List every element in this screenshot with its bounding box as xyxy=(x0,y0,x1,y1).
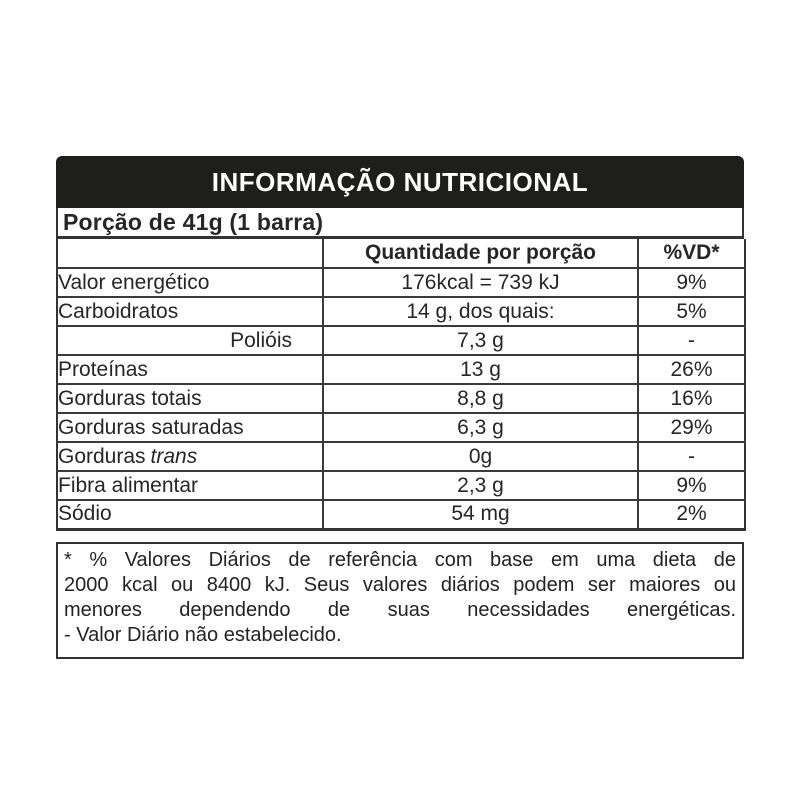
nutrient-name: Valor energético xyxy=(57,268,323,298)
serving-size-row: Porção de 41g (1 barra) xyxy=(56,208,744,239)
nutrient-amount: 176kcal = 739 kJ xyxy=(322,268,639,298)
table-header-row: Quantidade por porção %VD* xyxy=(57,239,745,269)
serving-size-text: Porção de 41g (1 barra) xyxy=(63,208,324,235)
table-row: Carboidratos 14 g, dos quais: 5% xyxy=(57,297,745,327)
nutrient-name: Carboidratos xyxy=(57,297,323,327)
nutrient-amount: 13 g xyxy=(322,355,639,385)
nutrient-dv: - xyxy=(638,326,745,356)
col-header-dv: %VD* xyxy=(638,239,745,269)
nutrient-name: Sódio xyxy=(58,502,112,526)
nutrient-dv: 16% xyxy=(638,384,745,414)
table-row: Fibra alimentar 2,3 g 9% xyxy=(57,471,745,501)
nutrient-name: Polióis xyxy=(57,326,323,356)
nutrient-name: Fibra alimentar xyxy=(57,471,323,501)
nutrient-amount: 0g xyxy=(322,442,639,472)
col-header-blank xyxy=(57,239,323,269)
table-row: Sódio 54 mg 2% xyxy=(57,500,745,529)
nutrient-amount: 2,3 g xyxy=(322,471,639,501)
nutrient-amount: 8,8 g xyxy=(322,384,639,414)
nutrient-dv: 5% xyxy=(638,297,745,327)
nutrient-name-italic: trans xyxy=(150,444,198,468)
table-row: Gorduras saturadas 6,3 g 29% xyxy=(57,413,745,443)
footnote-box: * % Valores Diários de referência com ba… xyxy=(56,541,744,659)
nutrition-label: INFORMAÇÃO NUTRICIONAL Porção de 41g (1 … xyxy=(56,156,746,659)
footnote-line: * % Valores Diários de referência com ba… xyxy=(64,548,736,571)
table-row: Valor energético 176kcal = 739 kJ 9% xyxy=(57,268,745,298)
nutrient-name-text: Gorduras xyxy=(58,444,146,468)
nutrient-amount: 14 g, dos quais: xyxy=(322,297,639,327)
nutrient-dv: 2% xyxy=(676,502,707,526)
nutrient-amount: 54 mg xyxy=(322,500,639,529)
table-row: Polióis 7,3 g - xyxy=(57,326,745,356)
nutrition-table: Quantidade por porção %VD* Valor energét… xyxy=(56,239,746,531)
footnote-line: 2000 kcal ou 8400 kJ. Seus valores diári… xyxy=(64,573,736,596)
nutrient-amount: 6,3 g xyxy=(322,413,639,443)
nutrient-name: Gorduras trans xyxy=(57,442,323,472)
table-row: Proteínas 13 g 26% xyxy=(57,355,745,385)
table-row: Gorduras totais 8,8 g 16% xyxy=(57,384,745,414)
nutrient-dv: - xyxy=(638,442,745,472)
footnote-line: menores dependendo de suas necessidades … xyxy=(64,598,736,621)
nutrient-dv: 29% xyxy=(638,413,745,443)
nutrient-dv: 26% xyxy=(638,355,745,385)
nutrient-name: Proteínas xyxy=(57,355,323,385)
nutrient-dv: 9% xyxy=(638,268,745,298)
col-header-quantity: Quantidade por porção xyxy=(322,239,639,269)
label-title: INFORMAÇÃO NUTRICIONAL xyxy=(211,166,589,197)
nutrient-name: Gorduras totais xyxy=(57,384,323,414)
nutrient-dv: 9% xyxy=(638,471,745,501)
footnote-line: - Valor Diário não estabelecido. xyxy=(64,623,342,646)
table-row: Gorduras trans 0g - xyxy=(57,442,745,472)
nutrient-name: Gorduras saturadas xyxy=(57,413,323,443)
nutrient-amount: 7,3 g xyxy=(322,326,639,356)
label-title-band: INFORMAÇÃO NUTRICIONAL xyxy=(56,156,744,208)
